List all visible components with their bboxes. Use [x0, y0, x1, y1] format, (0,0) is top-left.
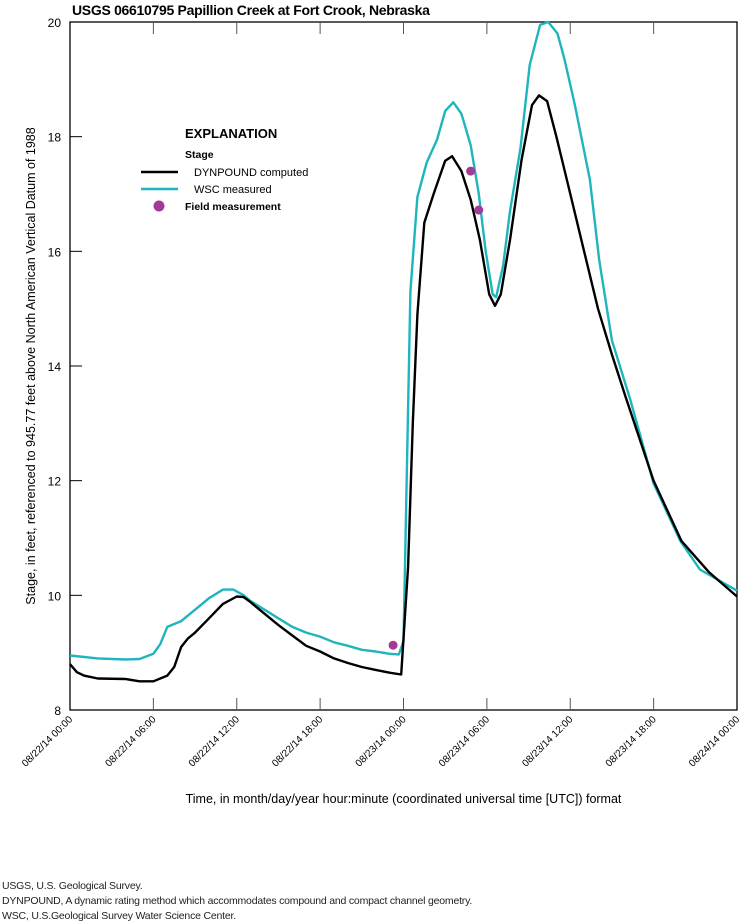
dynpound-computed-line [69, 94, 738, 683]
x-tick-label: 08/24/14 00:00 [687, 714, 740, 769]
y-tick-label: 18 [48, 131, 62, 145]
y-tick-label: 16 [48, 245, 62, 259]
y-tick-label: 20 [48, 16, 62, 30]
y-tick-label: 8 [54, 704, 61, 718]
x-tick-label: 08/23/14 12:00 [520, 714, 575, 769]
y-tick-label: 14 [48, 360, 62, 374]
y-axis-label: Stage, in feet, referenced to 945.77 fee… [24, 127, 38, 604]
x-axis-label: Time, in month/day/year hour:minute (coo… [186, 792, 622, 806]
legend-label-wsc: WSC measured [194, 184, 272, 196]
x-tick-label: 08/22/14 18:00 [270, 714, 325, 769]
legend-label-field: Field measurement [185, 201, 281, 213]
x-tick-label: 08/23/14 06:00 [437, 714, 492, 769]
legend-heading: EXPLANATION [185, 126, 277, 141]
chart-title: USGS 06610795 Papillion Creek at Fort Cr… [72, 2, 430, 18]
legend-subheading: Stage [185, 149, 214, 161]
field-measurement-point [474, 205, 484, 215]
field-measurement-point [388, 640, 398, 650]
y-tick-label: 12 [48, 475, 62, 489]
footnote-wsc: WSC, U.S.Geological Survey Water Science… [2, 910, 236, 922]
x-tick-label: 08/23/14 00:00 [354, 714, 409, 769]
legend-swatch-field [153, 200, 165, 212]
x-tick-label: 08/23/14 18:00 [604, 714, 659, 769]
y-tick-label: 10 [48, 589, 62, 603]
footnote-usgs: USGS, U.S. Geological Survey. [2, 880, 143, 892]
field-measurement-point [466, 166, 476, 176]
footnote-dynpound: DYNPOUND, A dynamic rating method which … [2, 895, 473, 907]
legend-label-dynpound: DYNPOUND computed [194, 167, 308, 179]
x-tick-label: 08/22/14 00:00 [20, 714, 75, 769]
wsc-measured-line [69, 20, 738, 661]
x-tick-label: 08/22/14 06:00 [104, 714, 159, 769]
x-tick-label: 08/22/14 12:00 [187, 714, 242, 769]
stage-chart: 8 10 12 14 16 18 20 08/22/14 00:00 08/22/14 06:0… [20, 16, 740, 806]
